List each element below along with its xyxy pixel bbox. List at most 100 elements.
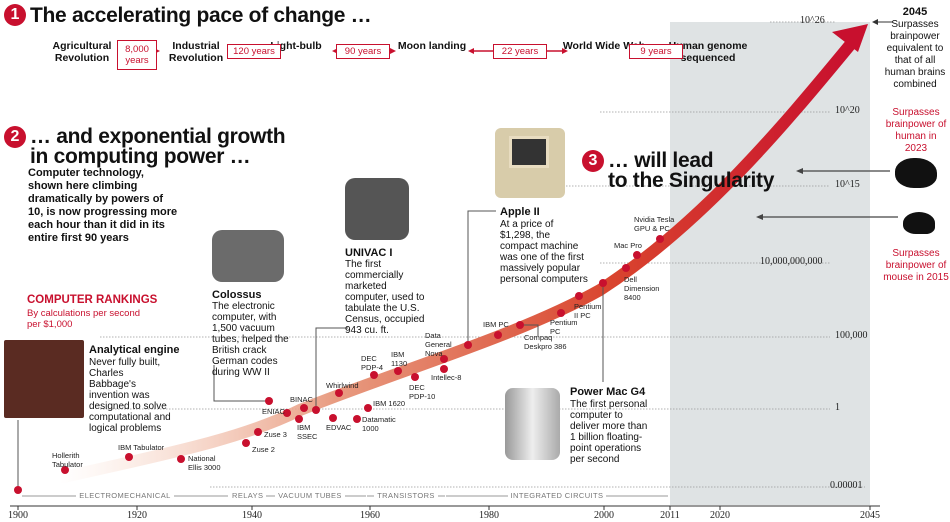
timeline-event: Moon landing [397, 40, 467, 52]
data-point [370, 371, 378, 379]
data-point [656, 235, 664, 243]
section3-title-line2: to the Singularity [608, 169, 775, 192]
univac-title: UNIVAC I [345, 247, 393, 259]
data-point-label: EDVAC [326, 423, 352, 432]
data-point-label: IBM 1130 [391, 350, 408, 368]
x-tick-label: 2045 [860, 510, 880, 521]
data-point [411, 373, 419, 381]
data-point [242, 439, 250, 447]
analytical-title: Analytical engine [89, 344, 180, 356]
data-point [329, 414, 337, 422]
era-label: INTEGRATED CIRCUITS [446, 491, 668, 501]
callout-point [265, 397, 273, 405]
y-tick-label: 0.00001 [830, 480, 863, 491]
x-tick-label: 1920 [127, 510, 147, 521]
era-label: TRANSISTORS [367, 491, 445, 501]
data-point-label: Pentium PC [550, 318, 578, 336]
arrow-left-icon [468, 48, 474, 54]
data-point [61, 466, 69, 474]
y-tick-label: 1 [835, 402, 840, 413]
section2-body: Computer technology, shown here climbing… [28, 167, 178, 244]
analytical-engine-image [4, 340, 84, 418]
milestone-2045-body: Surpasses brainpower equivalent to that … [884, 19, 946, 90]
data-point-label: Dell Dimension 8400 [624, 275, 660, 302]
data-point [177, 455, 185, 463]
data-point-label: DEC PDP-10 [409, 383, 436, 401]
callout-point [312, 406, 320, 414]
gap-box: 8,000 years [117, 40, 157, 70]
timeline-event: Human genome sequenced [668, 40, 748, 64]
arrow-right-icon [562, 48, 568, 54]
timeline-event: Industrial Revolution [168, 40, 224, 64]
section3-title-line1: … will lead [608, 149, 714, 172]
rankings-subtitle: By calculations per second per $1,000 [27, 308, 141, 330]
gap-box: 90 years [336, 44, 390, 59]
section2-title-line1: … and exponential growth [30, 125, 286, 148]
data-point [295, 415, 303, 423]
arrow-right-icon [390, 48, 396, 54]
leader-line [520, 324, 539, 336]
powermac-title: Power Mac G4 [570, 386, 646, 398]
data-point [494, 331, 502, 339]
data-point-label: Zuse 2 [252, 445, 275, 454]
data-point-label: Zuse 3 [264, 430, 287, 439]
era-label: VACUUM TUBES [254, 491, 366, 501]
future-region [670, 22, 870, 505]
data-point [557, 309, 565, 317]
x-tick-label: 1940 [242, 510, 262, 521]
x-tick-label: 1960 [360, 510, 380, 521]
growth-curve [58, 41, 855, 484]
data-point [254, 428, 262, 436]
timeline-event: Light-bulb [270, 40, 322, 52]
data-point-label: IBM PC [483, 320, 509, 329]
data-point [622, 264, 630, 272]
data-point [353, 415, 361, 423]
section-number-3: 3 [582, 150, 604, 172]
data-point-label: Datamatic 1000 [362, 415, 396, 433]
data-point-label: Whirlwind [326, 381, 359, 390]
era-label: ELECTROMECHANICAL [22, 491, 228, 501]
data-point-label: Hollerith Tabulator [52, 451, 83, 469]
analytical-body: Never fully built, Charles Babbage's inv… [89, 357, 171, 434]
gap-box: 22 years [493, 44, 547, 59]
section2-title-line2: in computing power … [30, 145, 251, 168]
data-point [335, 389, 343, 397]
section-number-2: 2 [4, 126, 26, 148]
apple-title: Apple II [500, 206, 540, 218]
data-point [575, 292, 583, 300]
y-tick-label: 10,000,000,000 [760, 256, 823, 267]
data-point-label: DEC PDP-4 [361, 354, 384, 372]
callout-point [14, 486, 22, 494]
colossus-body: The electronic computer, with 1,500 vacu… [212, 301, 289, 378]
apple-body: At a price of $1,298, the compact machin… [500, 219, 588, 285]
arrow-left-icon [796, 168, 803, 174]
univac-body: The first commercially marketed computer… [345, 259, 425, 336]
data-point [516, 321, 524, 329]
data-point-label: Data General Nova [425, 331, 452, 358]
data-point [440, 355, 448, 363]
arrow-left-icon [756, 214, 763, 220]
colossus-image [212, 230, 284, 282]
data-point [283, 409, 291, 417]
x-tick-label: 2000 [594, 510, 614, 521]
data-point [300, 404, 308, 412]
gap-box: 9 years [629, 44, 683, 59]
data-point [125, 453, 133, 461]
data-point-label: Pentium II PC [574, 302, 602, 320]
brain-icon [895, 158, 937, 188]
data-point-label: Compaq Deskpro 386 [524, 333, 567, 351]
section1-title: The accelerating pace of change … [30, 4, 372, 27]
leader-line [213, 365, 269, 402]
data-point [440, 365, 448, 373]
data-point [633, 251, 641, 259]
data-point-label: IBM 1620 [373, 399, 406, 408]
x-tick-label: 1900 [8, 510, 28, 521]
data-point-label: BINAC [290, 395, 313, 404]
power-mac-image [505, 388, 560, 460]
apple-ii-image [495, 128, 565, 198]
section-number-1: 1 [4, 4, 26, 26]
y-tick-label: 10^15 [835, 179, 860, 190]
univac-image [345, 178, 409, 240]
data-point-label: IBM SSEC [297, 423, 318, 441]
y-tick-label: 10^26 [800, 15, 825, 26]
